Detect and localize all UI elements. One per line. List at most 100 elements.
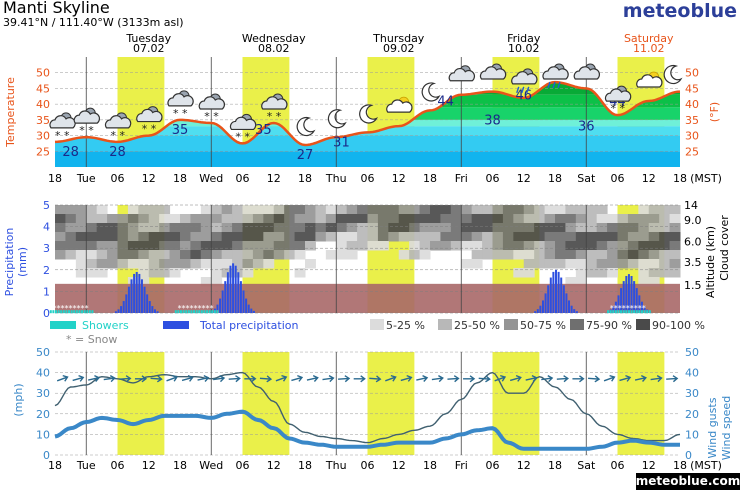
day-name: Tuesday: [125, 32, 171, 45]
cloud-cover-cell: [523, 205, 535, 215]
cloud-cover-cell: [596, 241, 608, 251]
cloud-cover-cell: [200, 232, 212, 242]
cloud-cover-cell: [138, 250, 150, 260]
cloud-cover-cell: [263, 205, 275, 215]
cloud-cover-cell: [638, 232, 650, 242]
cloud-cover-cell: [305, 214, 316, 224]
shower-bar: [60, 310, 63, 314]
precipitation-bar: [643, 306, 646, 313]
cloud-cover-cell: [669, 214, 681, 224]
cloud-cover-cell: [409, 205, 421, 215]
shower-bar: [609, 310, 612, 314]
snowflake: *: [620, 102, 626, 115]
cloud-cover-cell: [638, 268, 650, 278]
shower-bar: [88, 310, 91, 314]
precipitation-bar: [219, 298, 222, 313]
temperature-tick-left: 35: [36, 114, 50, 127]
footer-brand[interactable]: meteoblue.com: [636, 474, 740, 488]
precipitation-bar: [146, 294, 149, 313]
time-tick-label: 18: [173, 172, 187, 185]
cloud-cover-cell: [117, 214, 129, 224]
shower-bar: [206, 310, 209, 314]
cloud-cover-cell: [523, 232, 535, 242]
cloud-cover-cell: [242, 241, 254, 251]
wind-direction-arrow: [119, 375, 132, 383]
time-tick-label: 12: [517, 459, 531, 472]
cloud-cover-cell: [357, 232, 368, 242]
cloud-cover-cell: [107, 250, 118, 260]
wind-tick-right: 40: [685, 367, 699, 380]
cloud-cover-cell: [461, 223, 473, 233]
time-tick-label: 12: [642, 172, 656, 185]
daylight-band: [367, 352, 415, 455]
terrain-altitude: [55, 283, 680, 313]
cloud-cover-cell: [252, 259, 264, 269]
cloud-cover-cell: [55, 214, 66, 224]
precipitation-bar: [156, 311, 159, 313]
time-tick-label: 06: [361, 459, 375, 472]
wind-direction-arrow: [431, 375, 444, 383]
wind-direction-arrow: [103, 375, 116, 383]
arrow-shape: [119, 375, 132, 383]
cloud-cover-cell: [148, 205, 160, 215]
cloud-cover-cell: [419, 205, 431, 215]
cloud-cover-cell: [200, 205, 212, 215]
cloud-cover-cell: [544, 214, 556, 224]
cloud-cover-cell: [127, 250, 139, 260]
shower-bar: [52, 310, 55, 314]
wind-gust-line: [54, 371, 681, 444]
cloud-cover-swatch: [636, 319, 650, 330]
cloud-cover-cell: [669, 241, 681, 251]
arrow-shape: [525, 375, 538, 382]
cloud-cover-cell: [315, 232, 327, 242]
cloud-cover-swatch: [504, 319, 518, 330]
precipitation-bar: [221, 290, 224, 313]
moon-shape: [421, 82, 441, 102]
cloud-cover-cell: [169, 250, 181, 260]
cloud-cover-cell: [294, 205, 306, 215]
cloud-cover-cell: [232, 205, 243, 215]
cloud-cover-cell: [482, 214, 493, 224]
cloud-shape: [49, 115, 76, 129]
shower-bar: [62, 310, 65, 314]
rain-icon: [511, 68, 538, 94]
snowflake: *: [173, 107, 179, 120]
shower-bar: [638, 310, 641, 314]
precipitation-bar: [565, 293, 568, 313]
cloud-cover-cell: [617, 214, 629, 224]
cloud-cover-cell: [107, 214, 118, 224]
cloud-cover-cell: [65, 214, 77, 224]
cloud-cover-cell: [117, 259, 129, 269]
wind-tick-left: 40: [36, 367, 50, 380]
cloud-cover-cell: [659, 214, 671, 224]
cloud-cover-cell: [555, 232, 566, 242]
time-tick-label: Tue: [76, 172, 96, 185]
temperature-tick-left: 45: [36, 82, 50, 95]
shower-bar: [177, 310, 180, 314]
shower-bar: [57, 310, 60, 314]
cloud-cover-cell: [294, 241, 306, 251]
time-tick-label: 12: [267, 459, 281, 472]
cloud-cover-cell: [86, 259, 98, 269]
cloud-cover-cell: [252, 250, 264, 260]
snow-marker: *********: [610, 304, 646, 313]
cloud-cover-cell: [211, 223, 223, 233]
cloud-cover-cell: [86, 241, 98, 251]
shower-bar: [185, 310, 188, 314]
precipitation-bar: [239, 281, 242, 313]
precipitation-legend: Showers Total precipitation * = Snow 5-25 %…: [50, 319, 705, 346]
cloud-cover-cell: [138, 223, 150, 233]
cloud-cover-cell: [107, 241, 118, 251]
cloud-shape: [198, 96, 226, 110]
precipitation-bar: [575, 311, 578, 313]
arrow-shape: [431, 375, 444, 383]
cloud-cover-cell: [325, 232, 337, 242]
cloud-cover-cell: [482, 205, 493, 215]
cloud-cover-cell: [555, 214, 566, 224]
cloud-cover-cell: [221, 205, 233, 215]
wind-direction-arrow: [634, 375, 647, 382]
cloud-cover-cell: [523, 268, 535, 278]
cloud-cover-cell: [211, 214, 223, 224]
cloud-cover-cell: [65, 205, 77, 215]
